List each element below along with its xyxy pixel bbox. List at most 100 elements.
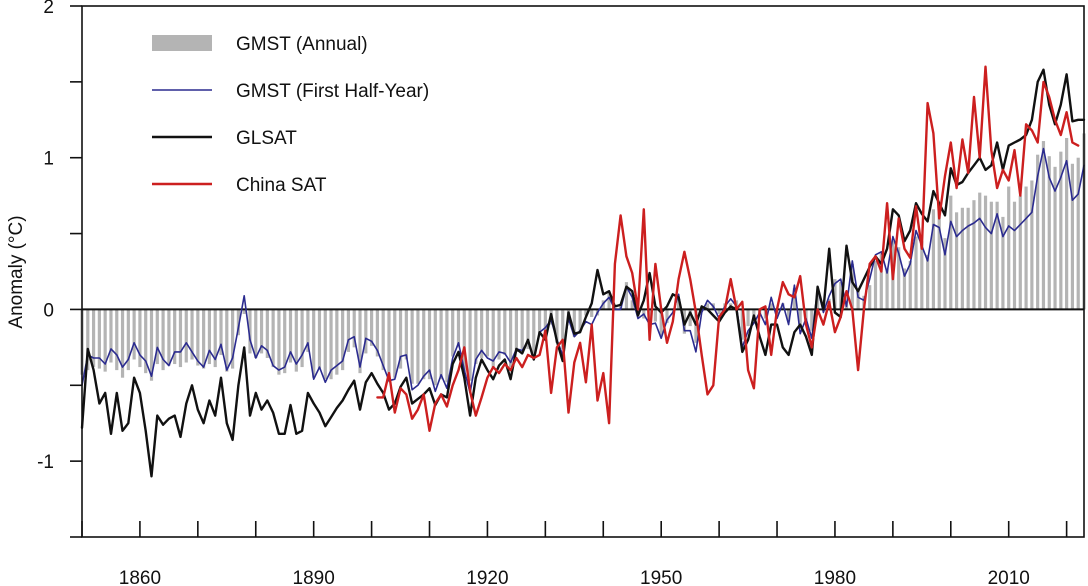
- bar-1992: [902, 268, 907, 310]
- bar-1974: [798, 309, 802, 327]
- bar-1897: [352, 309, 356, 348]
- bar-2021: [1070, 163, 1075, 310]
- bar-1999: [943, 238, 947, 310]
- bar-1883: [271, 309, 275, 368]
- bar-1966: [752, 309, 756, 319]
- bar-1896: [346, 309, 351, 352]
- bar-2019: [1059, 151, 1063, 310]
- bar-1912: [439, 309, 443, 380]
- bar-1935: [572, 309, 576, 337]
- bar-1911: [433, 309, 437, 386]
- bar-1929: [537, 309, 542, 336]
- legend-label-glsat: GLSAT: [236, 128, 297, 149]
- bar-1868: [184, 309, 188, 363]
- bar-2004: [972, 200, 976, 310]
- bar-1898: [358, 309, 362, 374]
- bar-2005: [978, 192, 982, 310]
- bar-2016: [1041, 141, 1046, 310]
- bar-1890: [312, 309, 316, 378]
- ticks: -1 0 1 2 1860 1890 1920 1950 1980 2010: [37, 0, 1068, 586]
- bar-1925: [514, 309, 518, 352]
- bar-1988: [879, 253, 883, 310]
- bar-1969: [769, 303, 773, 310]
- bar-1991: [897, 247, 901, 310]
- legend-label-gmst-annual: GMST (Annual): [236, 34, 368, 55]
- bar-1905: [398, 309, 403, 369]
- bar-1972: [787, 309, 791, 322]
- bar-1876: [231, 309, 235, 369]
- bar-2010: [1007, 186, 1011, 310]
- bar-1894: [335, 309, 339, 375]
- x-tick-label-1950: 1950: [640, 568, 682, 586]
- bar-1884: [277, 309, 281, 375]
- y-tick-label-2: 2: [43, 0, 54, 18]
- bar-1928: [532, 309, 536, 354]
- bar-2003: [966, 207, 970, 310]
- bar-1891: [317, 309, 322, 369]
- bar-1867: [178, 309, 183, 368]
- bar-1858: [126, 309, 130, 371]
- bar-1869: [190, 309, 194, 360]
- legend-label-china-sat: China SAT: [236, 175, 327, 196]
- x-tick-label-1890: 1890: [293, 568, 335, 586]
- bar-1951: [665, 309, 669, 324]
- legend-swatch-gmst-annual: [152, 35, 212, 51]
- bar-1892: [323, 309, 327, 380]
- bar-1949: [653, 309, 657, 322]
- bar-2006: [983, 195, 988, 310]
- x-tick-label-1980: 1980: [814, 568, 856, 586]
- bar-1875: [225, 309, 229, 372]
- bar-1903: [387, 309, 391, 383]
- bar-1927: [526, 309, 530, 349]
- bar-1920: [485, 309, 490, 357]
- bar-1933: [561, 309, 565, 349]
- bar-1960: [717, 309, 721, 314]
- bar-1922: [497, 309, 501, 360]
- bar-1923: [503, 309, 507, 355]
- bar-2018: [1053, 166, 1057, 310]
- legend: GMST (Annual) GMST (First Half-Year) GLSAT…: [152, 34, 429, 196]
- bar-1973: [792, 288, 796, 310]
- bar-1904: [393, 309, 397, 378]
- bar-1913: [445, 309, 449, 383]
- bar-2020: [1065, 137, 1069, 310]
- bar-2009: [1001, 216, 1005, 310]
- bar-2012: [1018, 195, 1022, 310]
- bar-1859: [132, 309, 136, 360]
- bar-1917: [468, 309, 472, 381]
- bar-1899: [364, 309, 368, 354]
- bar-1921: [491, 309, 495, 368]
- bar-1938: [590, 309, 594, 318]
- bar-1936: [578, 309, 582, 331]
- bar-1916: [462, 309, 466, 372]
- bar-1881: [259, 309, 264, 354]
- bar-1945: [630, 300, 634, 310]
- bar-1994: [914, 236, 918, 310]
- bar-1864: [161, 309, 165, 371]
- bar-1856: [115, 309, 119, 371]
- bar-1873: [213, 309, 217, 368]
- bar-1955: [688, 309, 692, 327]
- bar-1880: [254, 309, 258, 358]
- bar-1887: [294, 309, 298, 372]
- bar-1995: [920, 241, 924, 310]
- bar-1941: [607, 292, 611, 310]
- bar-1872: [207, 309, 212, 365]
- bar-1900: [370, 309, 374, 346]
- bar-1981: [839, 282, 843, 310]
- bar-1953: [676, 298, 681, 310]
- bar-1984: [856, 291, 860, 310]
- bar-1901: [375, 309, 379, 357]
- bar-2011: [1012, 201, 1017, 310]
- bar-1918: [474, 309, 478, 365]
- bar-2022: [1076, 157, 1080, 310]
- bar-1902: [381, 309, 385, 371]
- legend-label-gmst-first-half-year: GMST (First Half-Year): [236, 81, 429, 102]
- series-lines: [80, 65, 1086, 478]
- bar-1924: [509, 309, 513, 368]
- y-tick-label--1: -1: [37, 452, 54, 473]
- series-line-glsat: [80, 68, 1086, 478]
- bar-1906: [404, 309, 408, 360]
